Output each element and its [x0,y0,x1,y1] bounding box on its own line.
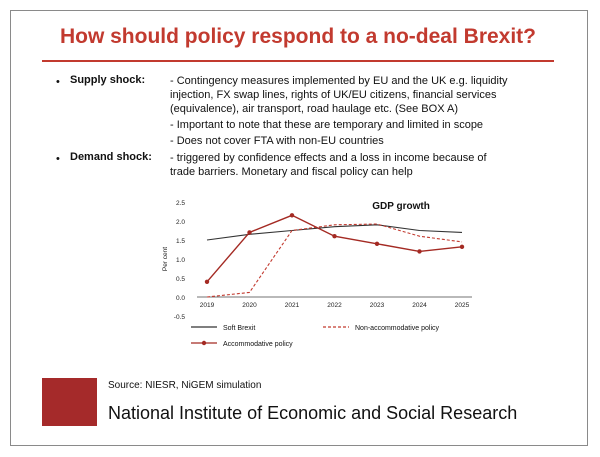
x-tick-label: 2022 [327,302,342,309]
source-text: Source: NIESR, NiGEM simulation [108,380,262,391]
y-tick-label: 0.0 [176,295,185,302]
series-point [374,241,380,246]
series-point [204,279,210,284]
series-point [289,213,295,218]
x-tick-label: 2021 [285,302,300,309]
x-tick-label: 2025 [455,302,470,309]
x-tick-label: 2023 [370,302,385,309]
org-name: National Institute of Economic and Socia… [108,403,518,423]
x-tick-label: 2024 [412,302,427,309]
demand-line-1: - triggered by confidence effects and a … [170,152,487,164]
supply-line-5: - Does not cover FTA with non-EU countri… [170,135,384,147]
y-tick-label: -0.5 [174,314,186,321]
slide [10,10,588,446]
series-point [332,234,337,239]
supply-line-4: - Important to note that these are tempo… [170,119,484,131]
chart-title: GDP growth [372,201,430,212]
y-tick-label: 0.5 [176,276,185,283]
series-point [247,230,252,235]
supply-label: Supply shock: [70,74,146,86]
legend-label: Soft Brexit [223,325,255,332]
series-line [206,223,463,298]
supply-line-1: - Contingency measures implemented by EU… [170,75,508,87]
bullet-supply: • [56,76,60,88]
demand-label: Demand shock: [70,151,152,163]
y-axis-label: Per cent [162,247,169,271]
title-underline: How should policy respond to a no-deal B… [42,20,554,62]
x-tick-label: 2019 [200,302,215,309]
y-tick-label: 2.0 [176,219,185,226]
slide-title: How should policy respond to a no-deal B… [59,25,537,48]
niesr-logo [42,378,97,426]
series-point [417,249,422,254]
x-tick-label: 2020 [242,302,257,309]
y-tick-label: 1.5 [176,238,185,245]
legend-marker [201,340,207,346]
supply-line-3: (equivalence), air transport, road haula… [170,103,458,115]
demand-line-2: trade barriers. Monetary and fiscal poli… [170,166,413,178]
y-tick-label: 1.0 [176,257,185,264]
bullet-demand: • [56,153,60,165]
legend-label: Accommodative policy [223,341,293,348]
y-tick-label: 2.5 [176,200,185,207]
gdp-chart: 2.5 2.0 1.5 1.0 0.5 0.0 -0.5 Per cent 2019 2020 20… [162,200,472,348]
series-point [459,244,465,250]
supply-line-2: injection, FX swap lines, rights of UK/E… [170,89,497,101]
legend-label: Non-accommodative policy [355,325,440,332]
